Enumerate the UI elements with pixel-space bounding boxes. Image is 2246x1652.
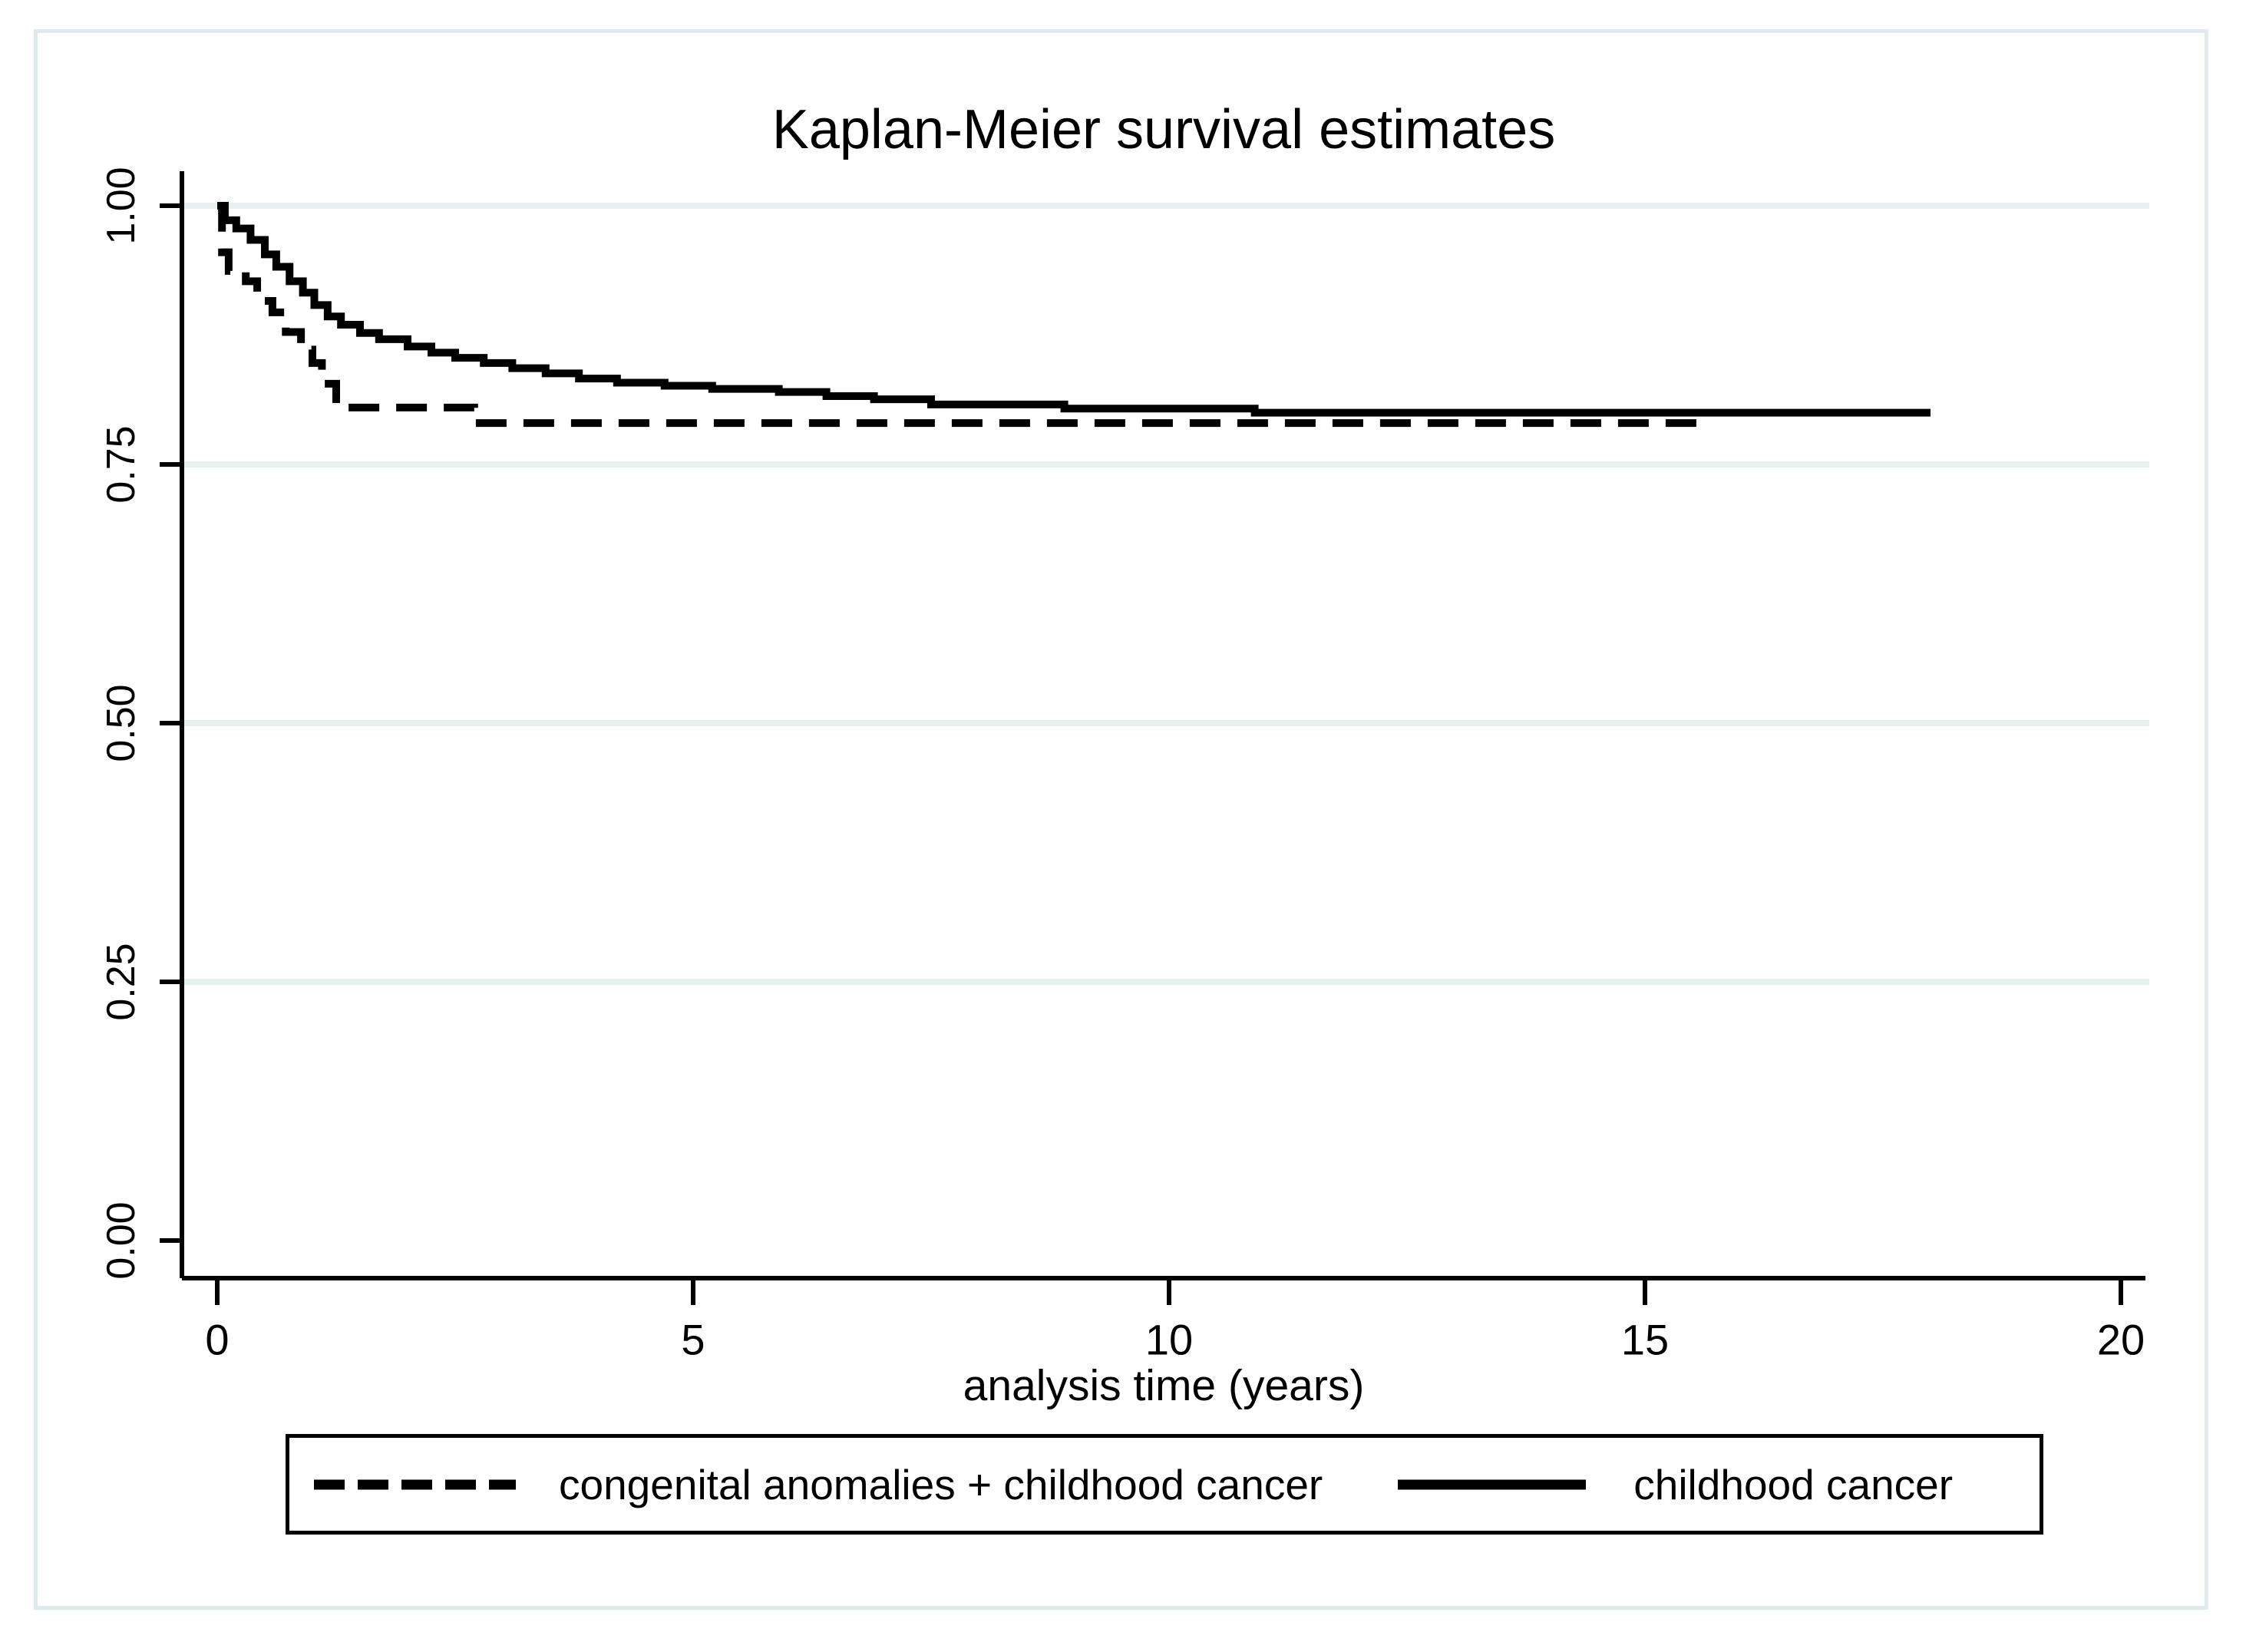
y-tick-label: 0.25 (99, 943, 144, 1020)
legend-dashed-line-swatch (314, 1479, 516, 1489)
legend: congenital anomalies + childhood cancer … (286, 1434, 2043, 1535)
x-axis-title: analysis time (years) (963, 1361, 1365, 1410)
legend-label-childhood-cancer: childhood cancer (1633, 1460, 1954, 1508)
chart-title: Kaplan-Meier survival estimates (771, 99, 1556, 160)
x-tick-label: 5 (681, 1316, 705, 1364)
plot-frame (34, 29, 2208, 1610)
x-tick-label: 0 (205, 1316, 229, 1364)
x-tick-label: 20 (2097, 1316, 2145, 1364)
y-tick-label: 1.00 (99, 167, 144, 244)
y-tick-label: 0.00 (99, 1201, 144, 1279)
legend-label-congenital-anomalies-childhood-cancer: congenital anomalies + childhood cancer (559, 1460, 1323, 1508)
y-tick-label: 0.50 (99, 684, 144, 762)
x-tick-label: 15 (1621, 1316, 1669, 1364)
x-tick-label: 10 (1145, 1316, 1193, 1364)
legend-solid-line-swatch (1398, 1479, 1587, 1489)
km-curve-solid (217, 202, 1931, 417)
y-tick-label: 0.75 (99, 425, 144, 503)
km-curve-dashed (217, 202, 1712, 428)
